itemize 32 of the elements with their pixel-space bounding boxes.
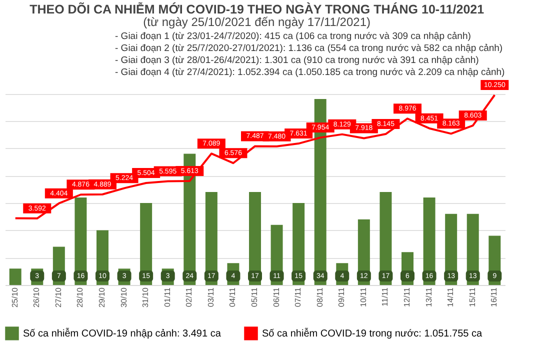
x-tick-label: 28/10	[76, 286, 85, 308]
x-tick-label: 16/11	[490, 286, 499, 307]
x-tick-label: 29/10	[97, 286, 106, 308]
x-tick-label: 25/10	[10, 286, 20, 308]
x-tick-label: 31/10	[141, 286, 150, 308]
text: - Giai đoạn 3 (từ 28/01-26/4/2021): 1.301 ca (910 ca trong nước và 391 ca nhập cảnh)	[115, 55, 479, 66]
legend-label: Số ca nhiễm COVID-19 nhập cảnh: 3.491 ca	[23, 327, 222, 340]
x-tick-label: 15/11	[468, 286, 477, 307]
x-tick-label: 03/11	[206, 286, 216, 307]
x-tick-label: 01/11	[162, 286, 172, 307]
x-tick-label: 04/11	[228, 286, 238, 307]
legend-label: Số ca nhiễm COVID-19 trong nước: 1.051.755 ca	[262, 327, 482, 340]
x-tick-label: 13/11	[424, 286, 434, 307]
x-tick-label: 14/11	[446, 286, 456, 307]
x-tick-label: 08/11	[315, 286, 324, 307]
x-tick-label: 10/11	[358, 286, 368, 307]
x-tick-label: 05/11	[250, 286, 259, 307]
x-tick-label: 06/11	[272, 286, 281, 307]
chart-title: THEO DÕI CA NHIỄM MỚI COVID-19 THEO NGÀY TRONG THÁNG 10-11/2021	[30, 2, 484, 16]
x-tick-label: 27/10	[54, 286, 63, 308]
x-tick-label: 12/11	[402, 286, 412, 307]
x-tick-label: 02/11	[184, 286, 194, 307]
x-tick-label: 30/10	[119, 286, 128, 308]
chart-subtitle: (từ ngày 25/10/2021 đến ngày 17/11/2021)	[143, 15, 370, 29]
x-tick-label: 07/11	[294, 286, 303, 307]
x-tick-label: 26/10	[32, 286, 42, 308]
bar	[9, 268, 22, 285]
text: - Giai đoạn 1 (từ 23/01-24/7/2020): 415 ca (106 ca trong nước và 309 ca nhập cảnh)	[115, 31, 471, 42]
x-tick-label: 11/11	[380, 286, 390, 306]
text: - Giai đoạn 4 (từ 27/4/2021): 1.052.394 ca (1.050.185 ca trong nước và 2.209 ca nhập cảnh)	[115, 67, 505, 78]
text: - Giai đoạn 2 (từ 25/7/2020-27/01/2021): 1.136 ca (554 ca trong nước và 582 ca nhập cảnh)	[115, 43, 503, 54]
x-tick-label: 09/11	[337, 286, 346, 307]
